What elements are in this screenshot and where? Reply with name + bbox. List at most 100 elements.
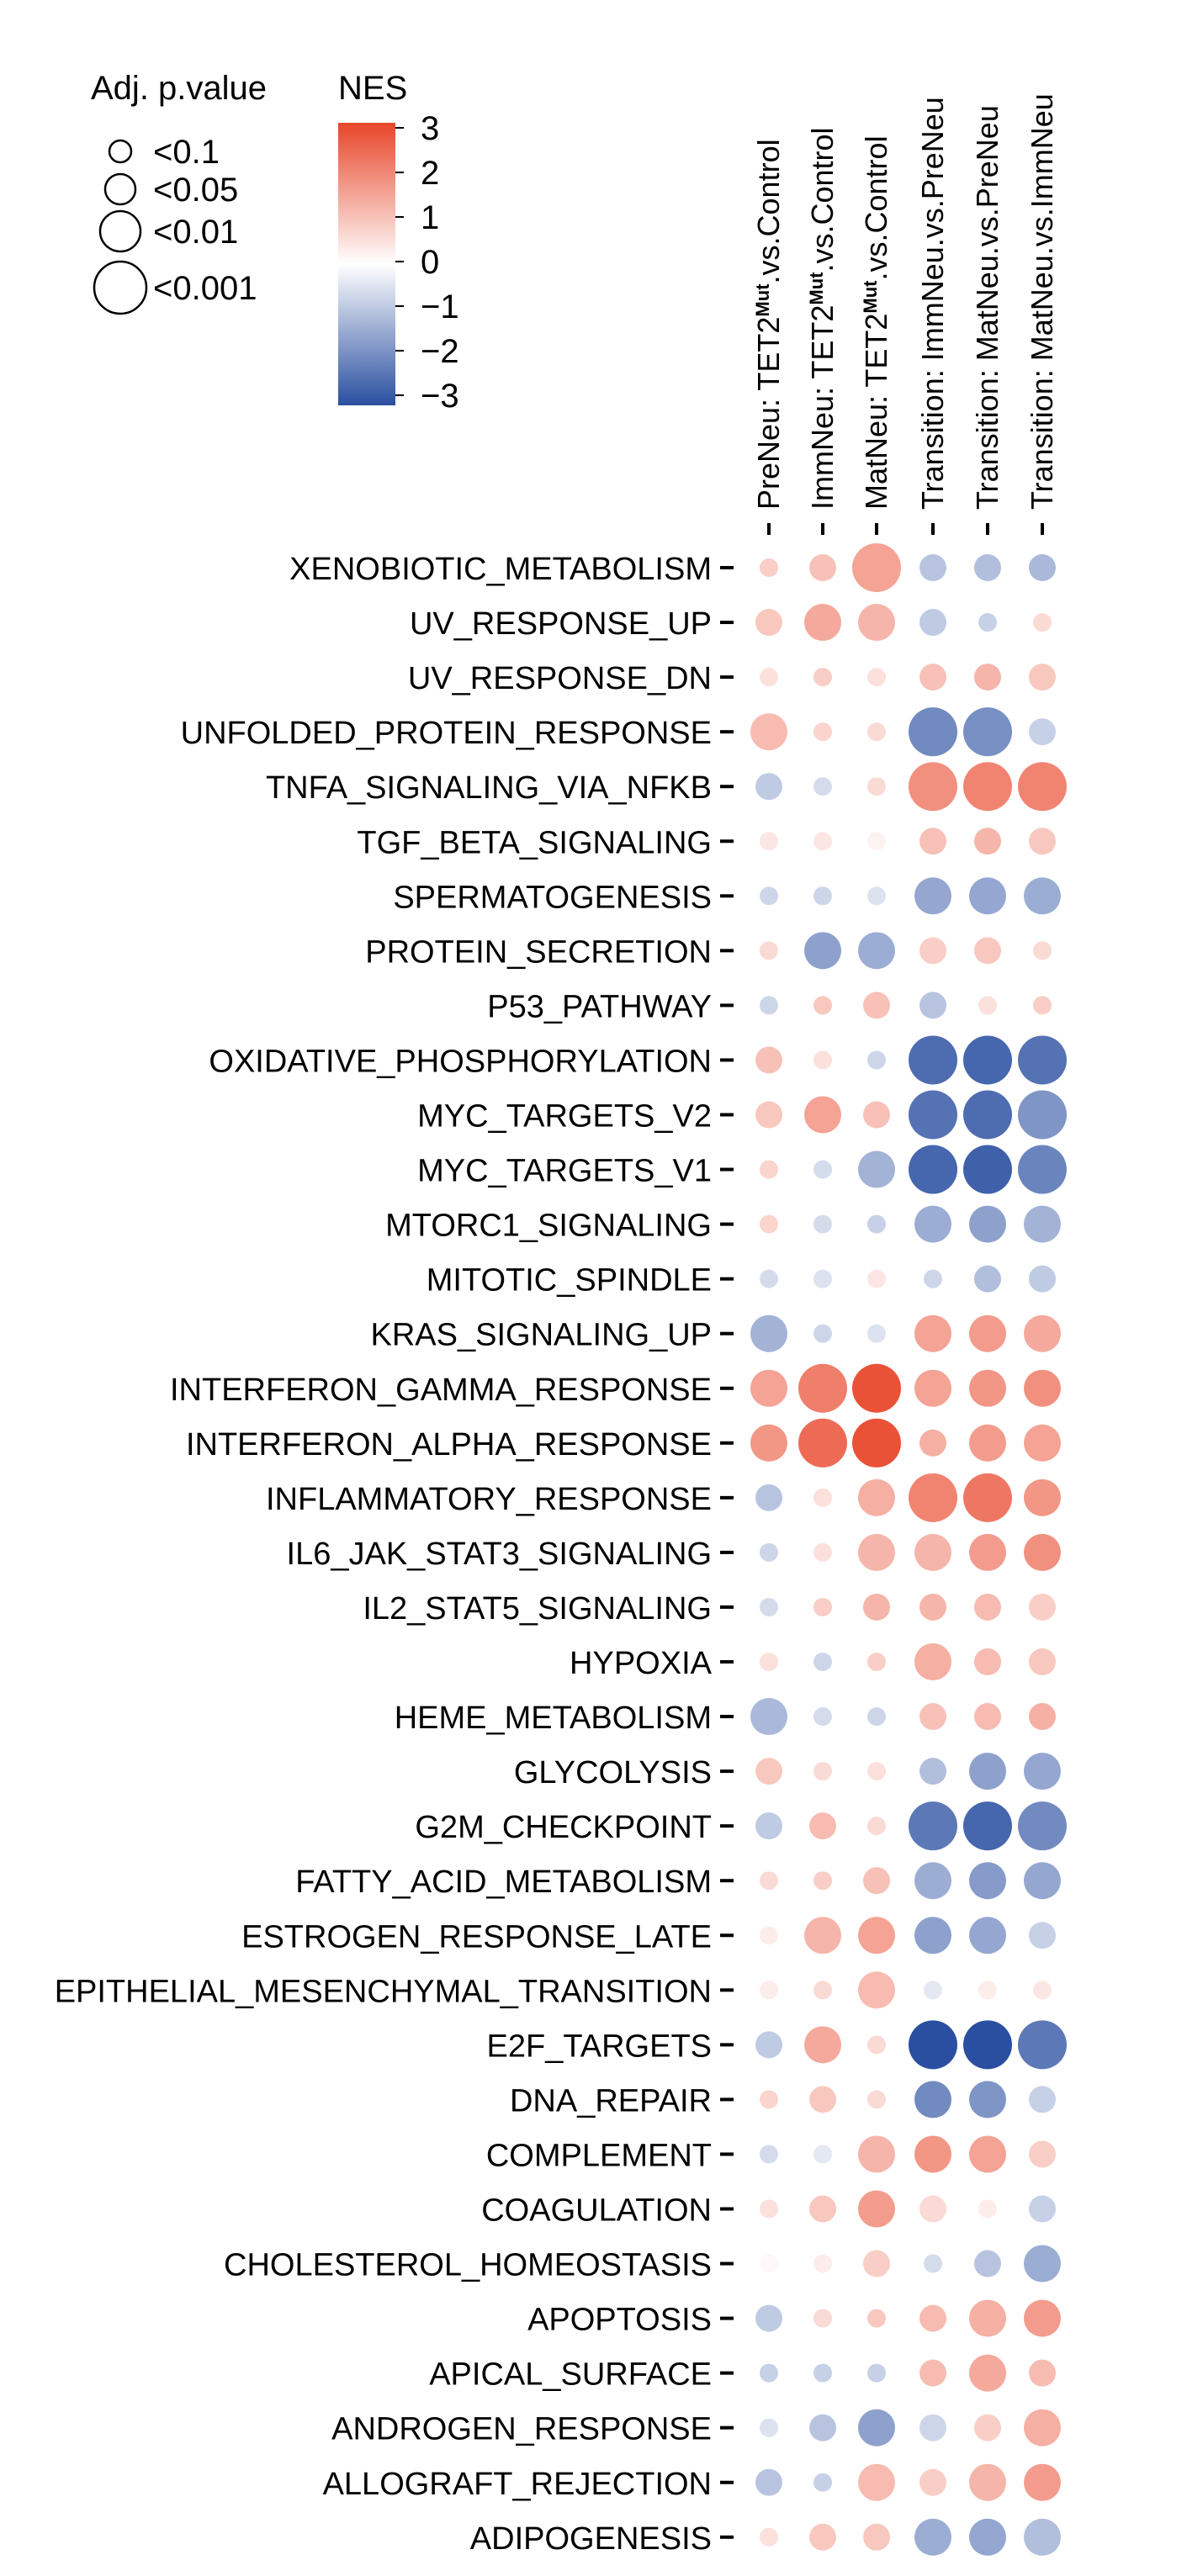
row-label: GLYCOLYSIS <box>514 1755 712 1791</box>
dot <box>760 1542 778 1562</box>
row-label: TNFA_SIGNALING_VIA_NFKB <box>266 770 712 806</box>
dot <box>813 832 832 851</box>
column-label-main: PreNeu: TET2 <box>751 317 786 510</box>
dot <box>919 2304 946 2332</box>
dot <box>969 2463 1006 2501</box>
dot <box>813 1871 832 1891</box>
dot <box>813 2309 832 2328</box>
dot <box>858 1533 895 1571</box>
dot <box>1029 1703 1056 1731</box>
row-label: ESTROGEN_RESPONSE_LATE <box>241 1919 712 1954</box>
row-label: COMPLEMENT <box>486 2138 712 2173</box>
row-label: DNA_REPAIR <box>510 2083 712 2118</box>
row-label: HEME_METABOLISM <box>395 1701 712 1736</box>
dot <box>809 2086 836 2113</box>
dot <box>919 937 946 965</box>
dot <box>969 1533 1006 1571</box>
row-label: HYPOXIA <box>570 1646 713 1681</box>
row-label: KRAS_SIGNALING_UP <box>371 1318 712 1353</box>
dot <box>1033 1981 1052 2000</box>
dot <box>969 1369 1006 1407</box>
dot <box>813 1488 832 1507</box>
dot <box>804 604 841 642</box>
dot <box>858 932 895 970</box>
dot <box>924 1269 942 1288</box>
dot <box>919 2414 946 2441</box>
row-label: FATTY_ACID_METABOLISM <box>295 1865 712 1900</box>
row-label: G2M_CHECKPOINT <box>415 1810 712 1845</box>
dot <box>1029 664 1056 691</box>
dot <box>813 1981 832 2000</box>
row-label: UNFOLDED_PROTEIN_RESPONSE <box>181 716 712 751</box>
dot <box>1024 1314 1061 1352</box>
dot <box>969 2354 1006 2392</box>
dot <box>1024 1478 1061 1516</box>
dot <box>969 1862 1006 1900</box>
dot <box>1029 1648 1056 1675</box>
dot <box>813 1160 832 1179</box>
dot <box>969 2081 1006 2118</box>
dot <box>969 2518 1006 2556</box>
dot <box>813 2363 832 2383</box>
dot <box>919 554 946 581</box>
dot <box>755 773 782 801</box>
dot <box>867 1653 886 1671</box>
dot <box>867 1214 886 1234</box>
row-label: OXIDATIVE_PHOSPHORYLATION <box>209 1044 712 1079</box>
row-label: P53_PATHWAY <box>487 989 712 1024</box>
row-label: UV_RESPONSE_DN <box>408 661 712 696</box>
column-label-superscript: Mut <box>806 272 827 305</box>
column-label: Transition: ImmNeu.vs.PreNeu <box>915 97 950 510</box>
dot <box>809 554 836 581</box>
dot <box>1029 828 1056 855</box>
dot <box>760 2254 778 2273</box>
dot <box>755 2304 782 2332</box>
dot <box>963 1801 1012 1851</box>
dot <box>1029 2086 1056 2113</box>
dot <box>863 1593 890 1621</box>
dot <box>969 2135 1006 2173</box>
row-label: INTERFERON_GAMMA_RESPONSE <box>170 1373 712 1408</box>
dot <box>863 992 890 1019</box>
dot <box>1029 718 1056 746</box>
dot <box>804 2026 841 2064</box>
column-label: Transition: MatNeu.vs.PreNeu <box>970 105 1004 510</box>
dot <box>914 2081 951 2118</box>
dot <box>963 707 1012 757</box>
row-label: EPITHELIAL_MESENCHYMAL_TRANSITION <box>55 1974 712 2009</box>
row-label: TGF_BETA_SIGNALING <box>357 825 712 860</box>
dot <box>813 2254 832 2273</box>
row-label: MTORC1_SIGNALING <box>385 1209 712 1244</box>
dot <box>809 2414 836 2441</box>
dot <box>978 613 997 632</box>
row-label: IL6_JAK_STAT3_SIGNALING <box>287 1537 712 1572</box>
dot <box>867 1050 886 1070</box>
dot <box>760 886 778 906</box>
dot <box>974 1265 1001 1293</box>
column-label-superscript: Mut <box>752 283 773 317</box>
dot <box>809 2195 836 2223</box>
dot <box>1024 1369 1061 1407</box>
dot <box>750 1314 787 1352</box>
dot <box>1024 2463 1061 2501</box>
color-legend-tick-label: 2 <box>421 155 439 192</box>
dot <box>1018 1801 1067 1851</box>
dot <box>760 1926 778 1945</box>
column-label-main: ImmNeu: TET2 <box>805 305 840 510</box>
dot <box>969 1917 1006 1954</box>
dot <box>909 2020 957 2070</box>
dot <box>1033 996 1052 1015</box>
dot <box>867 668 886 687</box>
dot <box>1024 1205 1061 1243</box>
row-label: MITOTIC_SPINDLE <box>427 1263 712 1299</box>
color-gradient-bar <box>338 123 395 405</box>
row-label: MYC_TARGETS_V2 <box>417 1099 712 1135</box>
dot <box>813 1050 832 1070</box>
dot <box>909 1035 957 1085</box>
dot <box>858 2190 895 2228</box>
row-label: ANDROGEN_RESPONSE <box>331 2412 712 2447</box>
column-label-main: Transition: ImmNeu.vs.PreNeu <box>915 97 950 510</box>
